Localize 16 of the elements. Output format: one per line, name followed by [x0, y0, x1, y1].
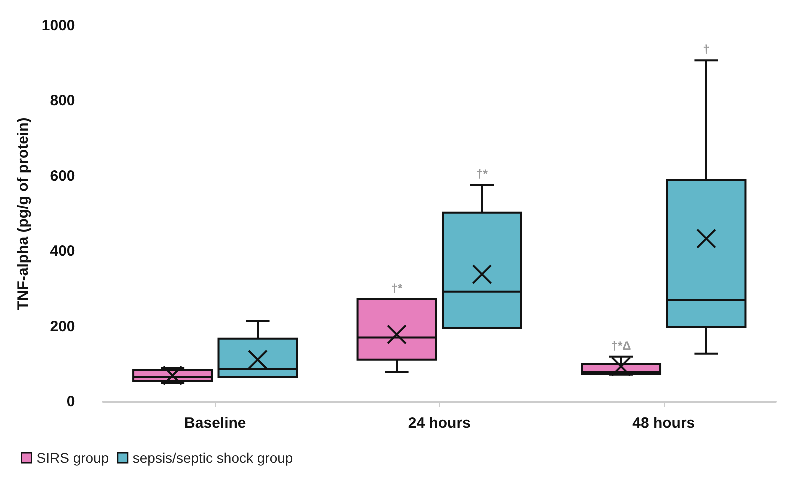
y-tick-label: 400: [50, 243, 76, 260]
y-tick-label: 1000: [42, 18, 76, 34]
y-tick-label: 800: [50, 92, 76, 110]
legend-label: sepsis/septic shock group: [132, 450, 294, 466]
y-axis-title: TNF-alpha (pg/g of protein): [15, 118, 32, 310]
annotation: †*: [391, 281, 404, 296]
annotation: †*: [476, 167, 488, 182]
y-tick-label: 200: [50, 318, 76, 336]
y-tick-label: 0: [66, 394, 76, 410]
x-tick-label: 48 hours: [632, 415, 696, 432]
y-tick-label: 600: [50, 168, 76, 185]
x-tick-label: Baseline: [184, 415, 246, 432]
x-tick-label: 24 hours: [408, 415, 471, 432]
annotation: †*Δ: [611, 338, 632, 353]
annotation: †: [703, 42, 710, 57]
legend-label: SIRS group: [36, 450, 110, 466]
